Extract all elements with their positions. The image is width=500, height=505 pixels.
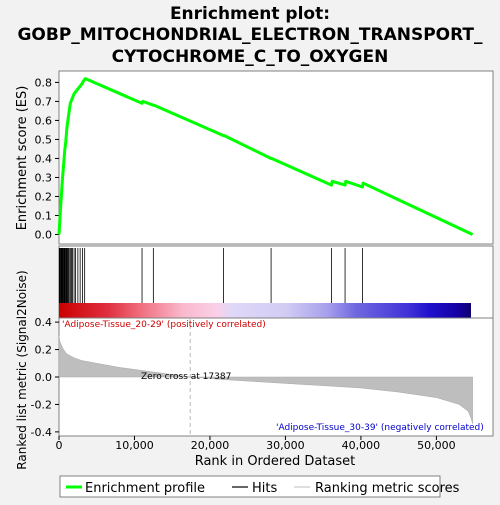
ranking-x-tick-label: 20,000 [191,439,230,452]
es-y-tick-label: 0.5 [35,133,53,146]
ranking-x-tick-label: 30,000 [266,439,305,452]
ranking-x-axis: 0 10,000 20,000 30,000 40,000 50,000 [56,436,456,452]
legend-box [59,475,441,498]
positive-correlation-label: 'Adipose-Tissue_20-29' (positively corre… [62,320,266,330]
ranking-y-tick-label: 0.4 [35,316,53,329]
rank-color-bar [59,303,471,318]
chart-title-line-3: CYTOCHROME_C_TO_OXYGEN [112,47,389,67]
ranking-y-tick-label: 0.2 [35,344,53,357]
es-y-tick-label: 0.1 [35,209,53,222]
ranking-y-tick-label: -0.2 [31,398,52,411]
zero-cross-label: Zero cross at 17387 [141,372,231,382]
ranking-x-tick-label: 0 [56,439,63,452]
chart-title-line-1: Enrichment plot: [170,4,330,24]
legend-label: Hits [252,481,277,496]
es-y-axis: 0.0 0.1 0.2 0.3 0.4 0.5 0.6 0.7 0.8 [35,76,59,241]
negative-correlation-label: 'Adipose-Tissue_30-39' (negatively corre… [276,423,484,433]
legend: Enrichment profile Hits Ranking metric sco… [66,481,460,496]
ranking-x-tick-label: 10,000 [115,439,154,452]
es-y-tick-label: 0.7 [35,95,53,108]
hit-markers [58,248,363,303]
ranking-x-tick-label: 40,000 [342,439,381,452]
enrichment-profile-line [57,77,474,236]
ranking-y-tick-label: 0.0 [35,371,53,384]
ranking-x-tick-label: 50,000 [417,439,456,452]
ranking-y-axis-label: Ranked list metric (Signal2Noise) [15,270,29,469]
ranking-metric-area [58,335,473,424]
es-y-axis-label: Enrichment score (ES) [15,86,30,231]
es-y-tick-label: 0.0 [35,228,53,241]
es-y-tick-label: 0.3 [35,171,53,184]
ranking-x-axis-label: Rank in Ordered Dataset [195,454,356,469]
legend-label: Ranking metric scores [315,481,460,496]
ranking-y-tick-label: -0.4 [31,426,52,439]
es-y-tick-label: 0.8 [35,76,53,89]
legend-label: Enrichment profile [85,481,205,496]
es-y-tick-label: 0.4 [35,152,53,165]
es-y-tick-label: 0.2 [35,190,53,203]
es-y-tick-label: 0.6 [35,114,53,127]
chart-title-line-2: GOBP_MITOCHONDRIAL_ELECTRON_TRANSPORT_ [17,25,483,45]
ranking-y-axis: -0.4 -0.2 0.0 0.2 0.4 [31,316,59,439]
